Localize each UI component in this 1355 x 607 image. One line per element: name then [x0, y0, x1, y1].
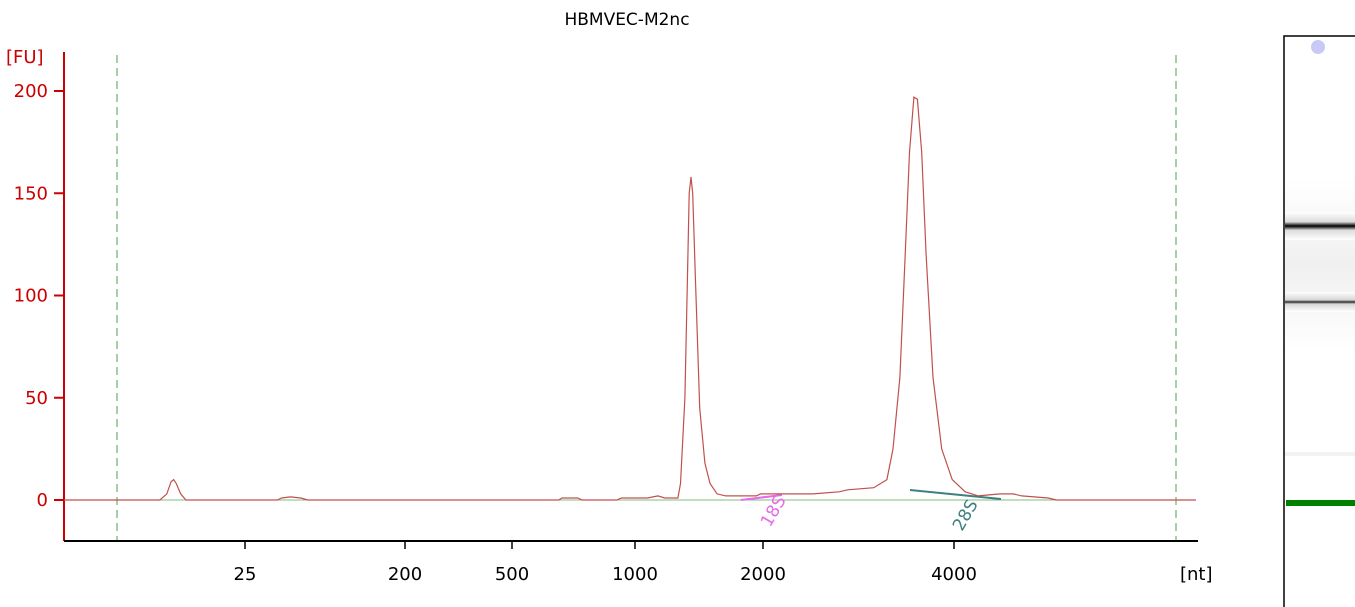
area-line-18s: [740, 494, 783, 501]
chart-title: HBMVEC-M2nc: [564, 10, 689, 30]
gel-haze: [1285, 180, 1355, 350]
gel-band-28s: [1285, 212, 1355, 240]
y-ticks: 0 50 100 150 200: [14, 81, 64, 511]
x-tick-label-200: 200: [388, 564, 422, 585]
y-axis-label: [FU]: [6, 47, 44, 68]
x-tick-label-1000: 1000: [612, 564, 658, 585]
x-ticks: 25 200 500 1000 2000 4000: [234, 541, 977, 585]
x-tick-label-500: 500: [495, 564, 529, 585]
x-axis-label: [nt]: [1180, 564, 1213, 585]
x-tick-label-4000: 4000: [931, 564, 977, 585]
gel-lane: [1283, 35, 1355, 607]
x-tick-label-2000: 2000: [740, 564, 786, 585]
gel-band-18s: [1285, 292, 1355, 312]
y-tick-label-150: 150: [14, 183, 48, 204]
y-tick-label-0: 0: [37, 490, 48, 511]
series-trace: [64, 96, 1196, 501]
area-line-28s: [909, 489, 1002, 500]
y-tick-label-200: 200: [14, 81, 48, 102]
gel-faint-band: [1285, 452, 1355, 456]
gel-well-icon: [1311, 40, 1325, 54]
annotation-28s: 28S: [949, 496, 983, 534]
gel-marker-band: [1286, 500, 1355, 506]
y-tick-label-50: 50: [25, 388, 48, 409]
y-tick-label-100: 100: [14, 286, 48, 307]
x-tick-label-25: 25: [234, 564, 257, 585]
